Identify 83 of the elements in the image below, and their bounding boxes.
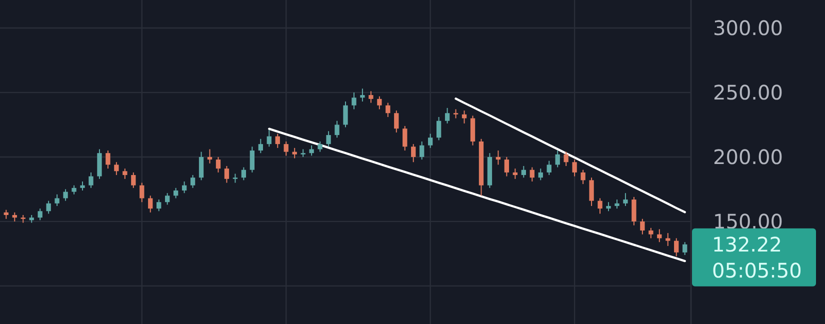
candlestick <box>46 200 51 214</box>
candlestick <box>216 156 221 173</box>
candlestick <box>318 140 322 152</box>
candlestick <box>63 188 68 202</box>
candlestick <box>343 101 348 128</box>
candlestick <box>207 148 212 164</box>
candlestick <box>580 169 586 185</box>
candlestick <box>326 130 331 148</box>
candlestick <box>173 187 178 199</box>
candlestick <box>420 140 424 160</box>
candlestick <box>266 129 272 148</box>
line-series <box>454 98 686 214</box>
candlestick <box>402 126 408 152</box>
candlestick <box>462 110 467 124</box>
candlestick <box>444 107 450 124</box>
candlestick <box>12 212 17 222</box>
candlestick <box>80 180 85 192</box>
candlestick <box>538 168 543 181</box>
candlestick <box>555 150 560 168</box>
candlestick <box>623 192 628 206</box>
candlestick <box>54 194 60 206</box>
candlestick <box>140 182 144 203</box>
candlestick <box>224 166 230 184</box>
candlestick <box>88 172 94 188</box>
candlestick <box>156 199 162 212</box>
candlestick <box>122 168 128 180</box>
candlestick <box>386 102 390 118</box>
candlestick <box>232 173 238 184</box>
candlestick <box>377 96 382 110</box>
line-series <box>268 128 686 262</box>
candlestick <box>198 151 204 181</box>
candlestick <box>598 198 602 214</box>
candlestick <box>682 242 688 256</box>
candlestick <box>182 180 187 194</box>
candlestick <box>411 144 416 163</box>
candlestick <box>360 88 365 102</box>
candlestick <box>512 168 518 180</box>
text: 132.22 <box>712 232 782 256</box>
candlestick <box>352 92 356 110</box>
y-tick-label: 250.00 <box>713 80 783 104</box>
candlestick <box>309 144 314 156</box>
candlestick <box>284 140 288 156</box>
candlestick <box>640 218 645 235</box>
candlestick <box>72 184 76 195</box>
candlestick <box>572 159 577 177</box>
candlestick <box>666 232 670 246</box>
candlestick <box>521 166 526 178</box>
candlestick <box>436 116 442 141</box>
candlestick <box>131 172 136 188</box>
candlestick <box>97 148 102 180</box>
candlestick <box>530 166 534 182</box>
candlestick <box>589 177 594 206</box>
candlestick <box>106 150 110 170</box>
candlestick <box>114 162 119 176</box>
y-tick-label: 150.00 <box>713 209 783 234</box>
y-tick-label: 200.00 <box>713 144 783 169</box>
candlestick <box>241 166 246 181</box>
candlestick <box>428 133 433 148</box>
candlestick <box>148 195 153 213</box>
candlestick <box>546 160 552 176</box>
candlestick <box>368 90 374 104</box>
y-tick-label: 300.00 <box>713 16 783 40</box>
candlestick <box>190 174 196 188</box>
candlestick <box>334 120 340 138</box>
candlestick <box>674 238 679 257</box>
candlestick <box>606 202 611 212</box>
candlestick <box>258 138 263 154</box>
candlestick <box>504 156 510 177</box>
candlestick <box>648 227 654 239</box>
candlestick <box>38 208 42 221</box>
candlestick <box>614 199 620 210</box>
candlestick <box>564 151 568 166</box>
candlestick <box>470 115 476 146</box>
candlestick <box>394 110 399 133</box>
candlestick <box>496 150 501 166</box>
candlestick <box>275 133 280 148</box>
candlestick <box>292 147 297 159</box>
text: 05:05:50 <box>712 258 802 282</box>
candlestick <box>453 108 458 119</box>
candlestick <box>632 196 636 226</box>
candlestick <box>165 192 170 206</box>
candlestick <box>250 146 255 173</box>
candlestick <box>4 209 8 220</box>
